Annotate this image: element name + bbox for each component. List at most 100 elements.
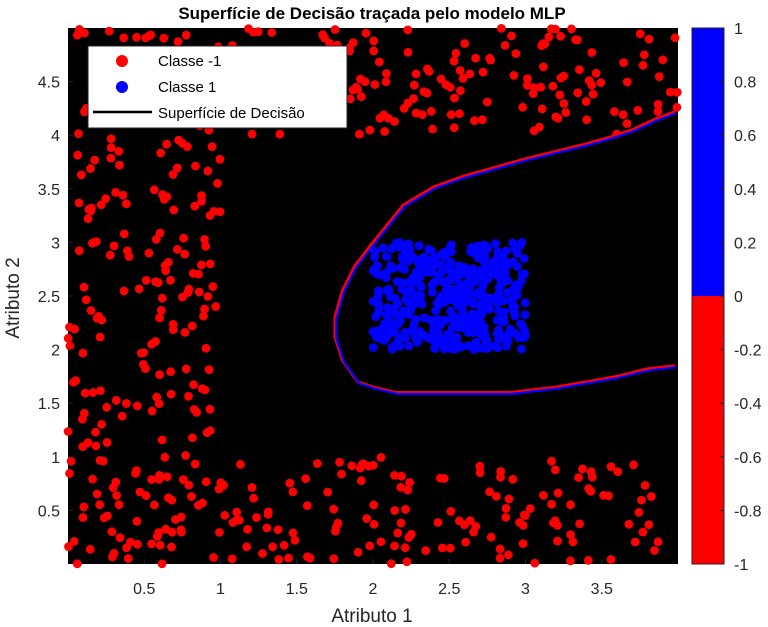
scatter-point — [279, 540, 289, 550]
scatter-point — [155, 370, 165, 379]
scatter-point — [638, 527, 648, 537]
scatter-point — [104, 26, 114, 36]
scatter-point — [587, 48, 597, 57]
scatter-point — [446, 306, 455, 316]
scatter-point — [373, 291, 383, 301]
scatter-point — [412, 334, 421, 343]
scatter-point — [622, 119, 632, 128]
y-tick-label: 1.5 — [38, 396, 60, 413]
scatter-point — [187, 321, 197, 331]
scatter-point — [390, 541, 399, 551]
scatter-point — [654, 72, 664, 81]
colorbar-tick-label: -0.6 — [734, 450, 762, 467]
scatter-point — [650, 546, 659, 555]
scatter-point — [449, 56, 459, 66]
scatter-point — [427, 288, 437, 297]
scatter-point — [630, 537, 640, 547]
scatter-point — [123, 246, 132, 256]
scatter-point — [288, 487, 298, 497]
scatter-point — [517, 276, 526, 286]
scatter-point — [66, 456, 76, 466]
scatter-point — [335, 457, 344, 467]
scatter-point — [446, 110, 456, 119]
scatter-point — [495, 553, 505, 563]
scatter-point — [247, 129, 257, 139]
scatter-point — [181, 30, 191, 40]
scatter-point — [173, 37, 183, 47]
scatter-point — [633, 106, 643, 115]
scatter-point — [83, 438, 93, 448]
scatter-point — [370, 80, 380, 89]
scatter-point — [107, 527, 117, 537]
scatter-point — [166, 367, 176, 376]
scatter-point — [386, 559, 396, 569]
scatter-point — [431, 306, 441, 316]
scatter-point — [634, 508, 644, 517]
scatter-point — [172, 163, 182, 173]
scatter-point — [103, 511, 112, 521]
scatter-point — [578, 464, 587, 474]
scatter-point — [400, 328, 410, 337]
scatter-point — [176, 512, 186, 522]
scatter-point — [547, 499, 556, 509]
scatter-point — [421, 546, 431, 555]
scatter-point — [156, 148, 166, 158]
scatter-point — [232, 507, 242, 517]
scatter-point — [509, 71, 519, 80]
scatter-point — [497, 24, 506, 33]
scatter-point — [477, 115, 487, 125]
scatter-point — [566, 500, 575, 510]
scatter-point — [111, 188, 120, 197]
scatter-point — [252, 513, 261, 522]
scatter-point — [147, 406, 157, 416]
y-tick-label: 2 — [51, 343, 60, 360]
scatter-point — [65, 341, 75, 351]
y-axis-ticks: 0.5 1 1.5 2 2.5 3 3.5 4 4.5 — [38, 75, 73, 520]
scatter-point — [458, 74, 468, 83]
scatter-point — [188, 269, 198, 278]
scatter-point — [553, 536, 562, 546]
scatter-point — [525, 504, 535, 513]
scatter-point — [369, 46, 379, 56]
scatter-point — [465, 271, 475, 281]
scatter-point — [561, 108, 571, 117]
scatter-point — [520, 310, 530, 320]
scatter-point — [470, 116, 479, 125]
scatter-point — [135, 487, 145, 497]
scatter-point — [370, 246, 380, 256]
scatter-point — [355, 463, 365, 473]
scatter-point — [403, 25, 413, 35]
scatter-point — [200, 235, 209, 244]
scatter-point — [586, 467, 596, 477]
colorbar-negative-segment — [692, 296, 724, 564]
scatter-point — [184, 480, 194, 490]
scatter-point — [168, 319, 178, 329]
scatter-point — [79, 408, 89, 418]
scatter-point — [133, 539, 142, 549]
scatter-point — [362, 514, 372, 523]
scatter-point — [405, 478, 414, 487]
scatter-point — [653, 107, 663, 116]
scatter-point — [583, 556, 593, 565]
scatter-point — [596, 78, 606, 88]
scatter-point — [479, 323, 489, 332]
scatter-point — [518, 102, 528, 112]
scatter-point — [401, 505, 410, 514]
scatter-point — [498, 250, 507, 260]
scatter-point — [180, 328, 190, 337]
scatter-point — [115, 160, 124, 170]
scatter-point — [376, 537, 386, 547]
scatter-point — [568, 537, 578, 547]
scatter-point — [386, 325, 396, 335]
scatter-point — [544, 32, 554, 42]
scatter-point — [435, 334, 445, 344]
scatter-point — [258, 549, 267, 558]
scatter-point — [415, 327, 425, 336]
scatter-point — [203, 292, 213, 301]
scatter-point — [496, 467, 506, 476]
scatter-point — [132, 32, 142, 42]
scatter-point — [537, 104, 547, 114]
scatter-point — [373, 331, 383, 340]
scatter-point — [404, 533, 414, 542]
scatter-point — [495, 544, 505, 554]
